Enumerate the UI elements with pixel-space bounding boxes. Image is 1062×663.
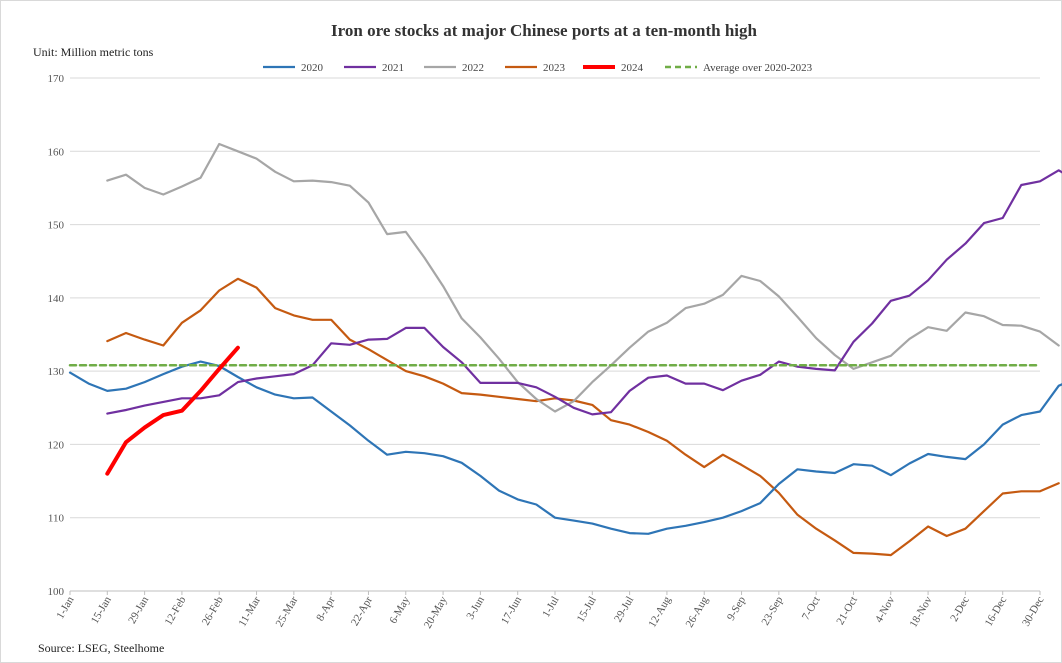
legend-label: 2024 [621,62,644,74]
y-axis: 100 110 120 130 140 150 160 170 [48,73,65,598]
x-tick-label: 12-Feb [163,594,189,627]
unit-label: Unit: Million metric tons [33,45,154,59]
series-line-2024 [105,345,240,476]
x-tick-label: 12-Aug [646,594,673,630]
x-tick-label: 15-Jan [89,594,114,626]
x-tick-label: 22-Apr [349,594,375,628]
y-tick-label: 160 [48,146,65,158]
x-tick-label: 7-Oct [800,595,823,623]
y-tick-label: 110 [48,513,65,525]
x-tick-label: 26-Feb [200,594,226,627]
x-tick-label: 20-May [422,594,450,631]
x-tick-label: 18-Nov [907,594,934,630]
x-tick-label: 29-Jul [612,595,636,625]
legend-label: 2021 [382,62,404,74]
y-tick-label: 150 [48,220,65,232]
x-tick-label: 30-Dec [1020,594,1047,628]
y-tick-label: 170 [48,73,65,85]
legend-label: Average over 2020-2023 [703,62,813,74]
x-tick-label: 26-Aug [684,594,711,630]
x-tick-label: 15-Jul [575,595,599,625]
x-tick-label: 9-Sep [725,594,748,623]
x-tick-label: 2-Dec [948,594,972,623]
legend: 2020 2021 2022 2023 2024 Average over 2020-20… [263,62,813,74]
x-tick-label: 4-Nov [873,594,898,625]
series-layer [68,142,1062,557]
x-tick-label: 23-Sep [759,594,785,627]
x-tick-label: 21-Oct [834,595,860,627]
x-tick-label: 17-Jun [499,594,525,626]
y-tick-label: 140 [48,293,65,305]
x-tick-label: 29-Jan [126,594,151,626]
y-tick-label: 100 [48,586,65,598]
series-line-2021 [106,169,1062,416]
source-label: Source: LSEG, Steelhome [38,641,164,655]
x-tick-label: 1-Jul [540,595,561,620]
x-tick-label: 11-Mar [236,594,263,629]
legend-label: 2022 [462,62,484,74]
series-line-2023 [106,277,1060,557]
legend-label: 2023 [543,62,566,74]
x-axis: 1-Jan 15-Jan 29-Jan 12-Feb 26-Feb 11-Mar 25-Ma… [54,590,1047,631]
series-line-2022 [106,142,1060,413]
x-tick-label: 6-May [387,594,412,626]
legend-label: 2020 [301,62,324,74]
x-tick-label: 16-Dec [983,594,1010,628]
x-tick-label: 1-Jan [54,594,77,621]
chart-title: Iron ore stocks at major Chinese ports a… [331,21,757,40]
series-line-2020 [68,360,1062,535]
gridlines [70,77,1040,519]
x-tick-label: 8-Apr [314,594,338,623]
y-tick-label: 120 [48,439,65,451]
x-tick-label: 3-Jun [464,594,487,622]
x-tick-label: 25-Mar [274,594,301,629]
y-tick-label: 130 [48,366,65,378]
